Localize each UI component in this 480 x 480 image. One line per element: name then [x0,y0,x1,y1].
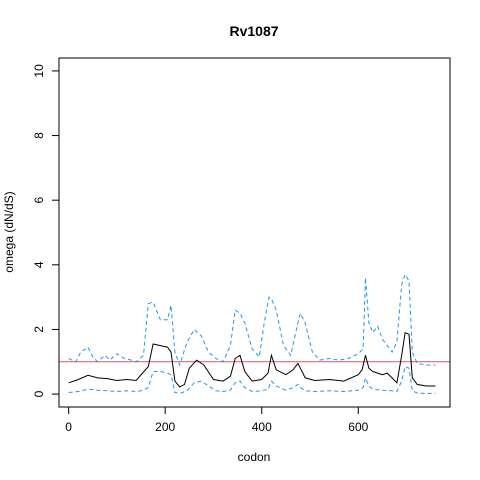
x-axis-label: codon [238,450,271,464]
y-tick-label: 4 [32,261,46,268]
axes: 0 200 400 600 0 2 4 6 8 10 [32,64,369,434]
chart-title: Rv1087 [229,23,278,39]
y-tick-label: 8 [32,132,46,139]
upper-bound-line [68,273,436,367]
y-tick-label: 2 [32,326,46,333]
x-tick-label: 400 [252,420,272,434]
x-tick-label: 0 [65,420,72,434]
y-tick-label: 0 [32,390,46,397]
x-tick-label: 600 [348,420,368,434]
plot-area [59,273,450,394]
y-tick-label: 10 [32,64,46,78]
lower-bound-line [68,365,436,394]
omega-estimate-line [68,331,436,388]
y-axis-label: omega (dN/dS) [2,191,16,272]
x-tick-label: 200 [155,420,175,434]
y-tick-label: 6 [32,197,46,204]
